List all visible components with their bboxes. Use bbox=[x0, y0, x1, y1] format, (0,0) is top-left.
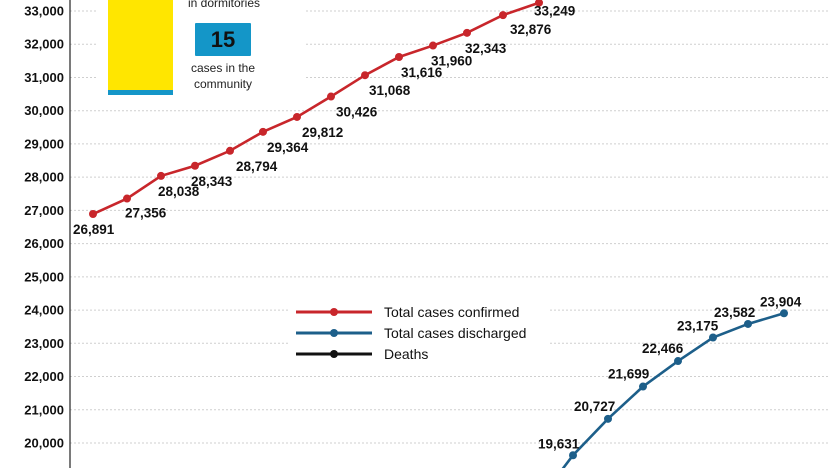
data-label: 32,876 bbox=[510, 22, 552, 37]
data-label: 33,249 bbox=[534, 4, 575, 19]
data-point bbox=[89, 210, 97, 219]
data-point bbox=[499, 11, 507, 20]
data-point bbox=[535, 0, 543, 7]
inset-panel: in dormitories 15 cases in the community bbox=[96, 0, 306, 98]
y-tick-label: 30,000 bbox=[24, 103, 64, 118]
data-point bbox=[327, 92, 335, 101]
y-axis-ticks: 20,000 21,000 22,000 23,000 24,000 25,000 26,0… bbox=[24, 4, 64, 451]
y-tick-label: 26,000 bbox=[24, 236, 64, 251]
data-label: 26,891 bbox=[73, 222, 115, 237]
data-label: 20,727 bbox=[574, 399, 615, 414]
legend-label-discharged: Total cases discharged bbox=[384, 325, 526, 341]
data-label: 23,904 bbox=[760, 294, 802, 309]
y-tick-label: 28,000 bbox=[24, 170, 64, 185]
y-tick-label: 32,000 bbox=[24, 37, 64, 52]
community-label-line1: cases in the bbox=[191, 61, 255, 75]
legend-label-confirmed: Total cases confirmed bbox=[384, 304, 519, 320]
data-point bbox=[780, 309, 788, 318]
data-point bbox=[709, 333, 717, 342]
data-label: 23,582 bbox=[714, 305, 755, 320]
data-point bbox=[157, 171, 165, 180]
community-label-line2: community bbox=[194, 77, 252, 91]
data-point bbox=[744, 319, 752, 328]
y-tick-label: 25,000 bbox=[24, 269, 64, 284]
dormitory-label: in dormitories bbox=[188, 0, 260, 10]
y-tick-label: 22,000 bbox=[24, 369, 64, 384]
data-label: 19,631 bbox=[538, 436, 580, 451]
data-point bbox=[191, 161, 199, 170]
legend-item-discharged: Total cases discharged bbox=[296, 325, 526, 341]
data-label: 23,175 bbox=[677, 318, 719, 333]
data-point bbox=[293, 112, 301, 121]
data-point bbox=[639, 382, 647, 391]
legend-item-deaths: Deaths bbox=[296, 346, 428, 362]
data-label: 29,364 bbox=[267, 140, 309, 155]
legend: Total cases confirmed Total cases discha… bbox=[290, 298, 550, 364]
series-line bbox=[92, 1, 540, 216]
data-label: 22,466 bbox=[642, 341, 684, 356]
legend-marker-deaths bbox=[330, 350, 338, 358]
data-label: 27,356 bbox=[125, 206, 167, 221]
data-label: 29,812 bbox=[302, 125, 343, 140]
data-label: 31,960 bbox=[431, 54, 472, 69]
data-point bbox=[226, 146, 234, 155]
legend-label-deaths: Deaths bbox=[384, 346, 428, 362]
legend-item-confirmed: Total cases confirmed bbox=[296, 304, 519, 320]
data-label: 31,616 bbox=[401, 65, 443, 80]
data-point bbox=[463, 28, 471, 37]
data-label: 32,343 bbox=[465, 41, 507, 56]
data-label: 31,068 bbox=[369, 83, 411, 98]
community-cases-bar-segment bbox=[108, 90, 173, 95]
data-point bbox=[429, 41, 437, 50]
y-tick-label: 33,000 bbox=[24, 4, 64, 19]
data-point bbox=[569, 451, 577, 460]
y-tick-label: 31,000 bbox=[24, 70, 64, 85]
y-tick-label: 24,000 bbox=[24, 303, 64, 318]
y-tick-label: 29,000 bbox=[24, 136, 64, 151]
series-line bbox=[561, 312, 785, 468]
legend-marker-discharged bbox=[330, 329, 338, 337]
community-count: 15 bbox=[211, 27, 235, 52]
data-point bbox=[361, 71, 369, 80]
legend-marker-confirmed bbox=[330, 308, 338, 316]
data-point bbox=[604, 414, 612, 423]
dormitory-cases-bar bbox=[108, 0, 173, 90]
y-tick-label: 21,000 bbox=[24, 402, 64, 417]
data-point bbox=[123, 194, 131, 203]
data-label: 28,343 bbox=[191, 174, 233, 189]
data-label: 30,426 bbox=[336, 105, 378, 120]
data-label: 21,699 bbox=[608, 367, 649, 382]
data-label: 28,038 bbox=[158, 184, 200, 199]
data-point bbox=[259, 127, 267, 136]
data-label: 28,794 bbox=[236, 159, 278, 174]
y-tick-label: 27,000 bbox=[24, 203, 64, 218]
y-tick-label: 20,000 bbox=[24, 436, 64, 451]
y-tick-label: 23,000 bbox=[24, 336, 64, 351]
community-count-badge bbox=[195, 23, 251, 56]
data-point bbox=[395, 52, 403, 61]
data-point bbox=[674, 357, 682, 366]
